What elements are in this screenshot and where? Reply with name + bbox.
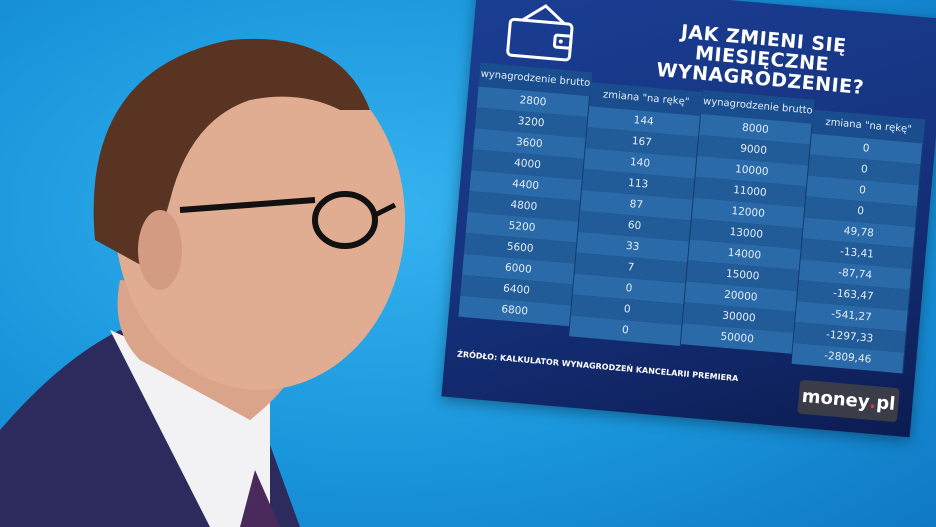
column-right-change: zmiana "na rękę" 0 0 0 0 49,78 -13,41 -87,74 -16…	[791, 109, 926, 374]
wallet-icon	[506, 4, 574, 62]
salary-table: wynagrodzenie brutto 2800 3200 3600 4000 4400…	[457, 62, 929, 374]
salary-infographic: JAK ZMIENI SIĘ MIESIĘCZNE WYNAGRODZENIE?…	[441, 0, 936, 438]
money-pl-logo: money.pl	[797, 379, 900, 423]
man-in-suit-photo	[0, 38, 405, 527]
